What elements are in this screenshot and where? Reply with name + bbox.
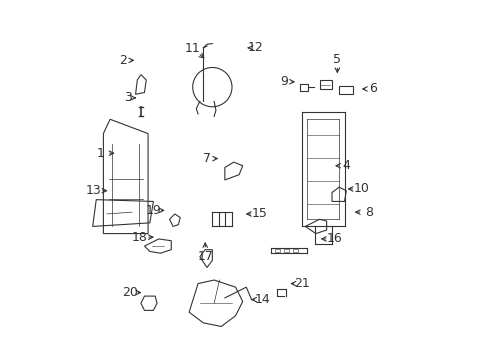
Text: 18: 18 — [132, 231, 147, 244]
Bar — [339, 86, 353, 94]
Text: 16: 16 — [326, 233, 342, 246]
Text: 13: 13 — [85, 184, 101, 197]
Text: 14: 14 — [254, 293, 270, 306]
Bar — [299, 84, 307, 91]
Bar — [283, 249, 288, 252]
Text: 2: 2 — [119, 54, 127, 67]
Bar — [274, 249, 280, 252]
Text: 8: 8 — [364, 206, 372, 219]
Text: 11: 11 — [184, 42, 200, 55]
Text: 19: 19 — [145, 204, 161, 217]
Text: 17: 17 — [197, 249, 213, 262]
Text: 9: 9 — [279, 75, 287, 88]
Text: 4: 4 — [342, 159, 349, 172]
Text: 7: 7 — [203, 152, 210, 165]
Text: 3: 3 — [123, 91, 131, 104]
Text: 20: 20 — [122, 286, 138, 299]
Text: 5: 5 — [333, 53, 341, 66]
Text: 15: 15 — [251, 207, 267, 220]
Bar — [292, 249, 298, 252]
Text: 21: 21 — [293, 277, 309, 290]
Text: 10: 10 — [353, 183, 369, 195]
Text: 6: 6 — [368, 82, 376, 95]
Text: 1: 1 — [97, 147, 104, 160]
Bar — [319, 80, 331, 89]
Text: 12: 12 — [247, 41, 263, 54]
